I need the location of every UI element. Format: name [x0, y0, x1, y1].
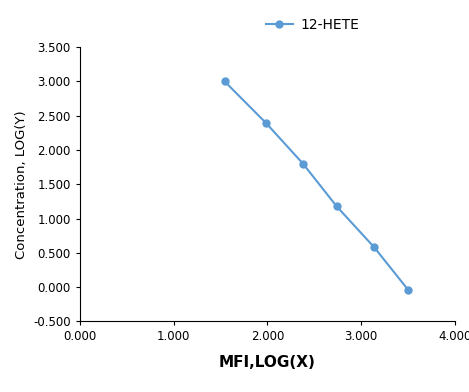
- Line: 12-HETE: 12-HETE: [221, 78, 412, 294]
- Y-axis label: Concentration, LOG(Y): Concentration, LOG(Y): [15, 110, 28, 259]
- X-axis label: MFI,LOG(X): MFI,LOG(X): [219, 355, 316, 370]
- 12-HETE: [406, 288, 411, 293]
- 12-HETE: [263, 120, 268, 125]
- 12-HETE: [222, 79, 227, 84]
- Legend: 12-HETE: 12-HETE: [260, 12, 365, 37]
- 12-HETE: [371, 245, 377, 250]
- 12-HETE: [334, 204, 340, 209]
- 12-HETE: [300, 162, 306, 166]
